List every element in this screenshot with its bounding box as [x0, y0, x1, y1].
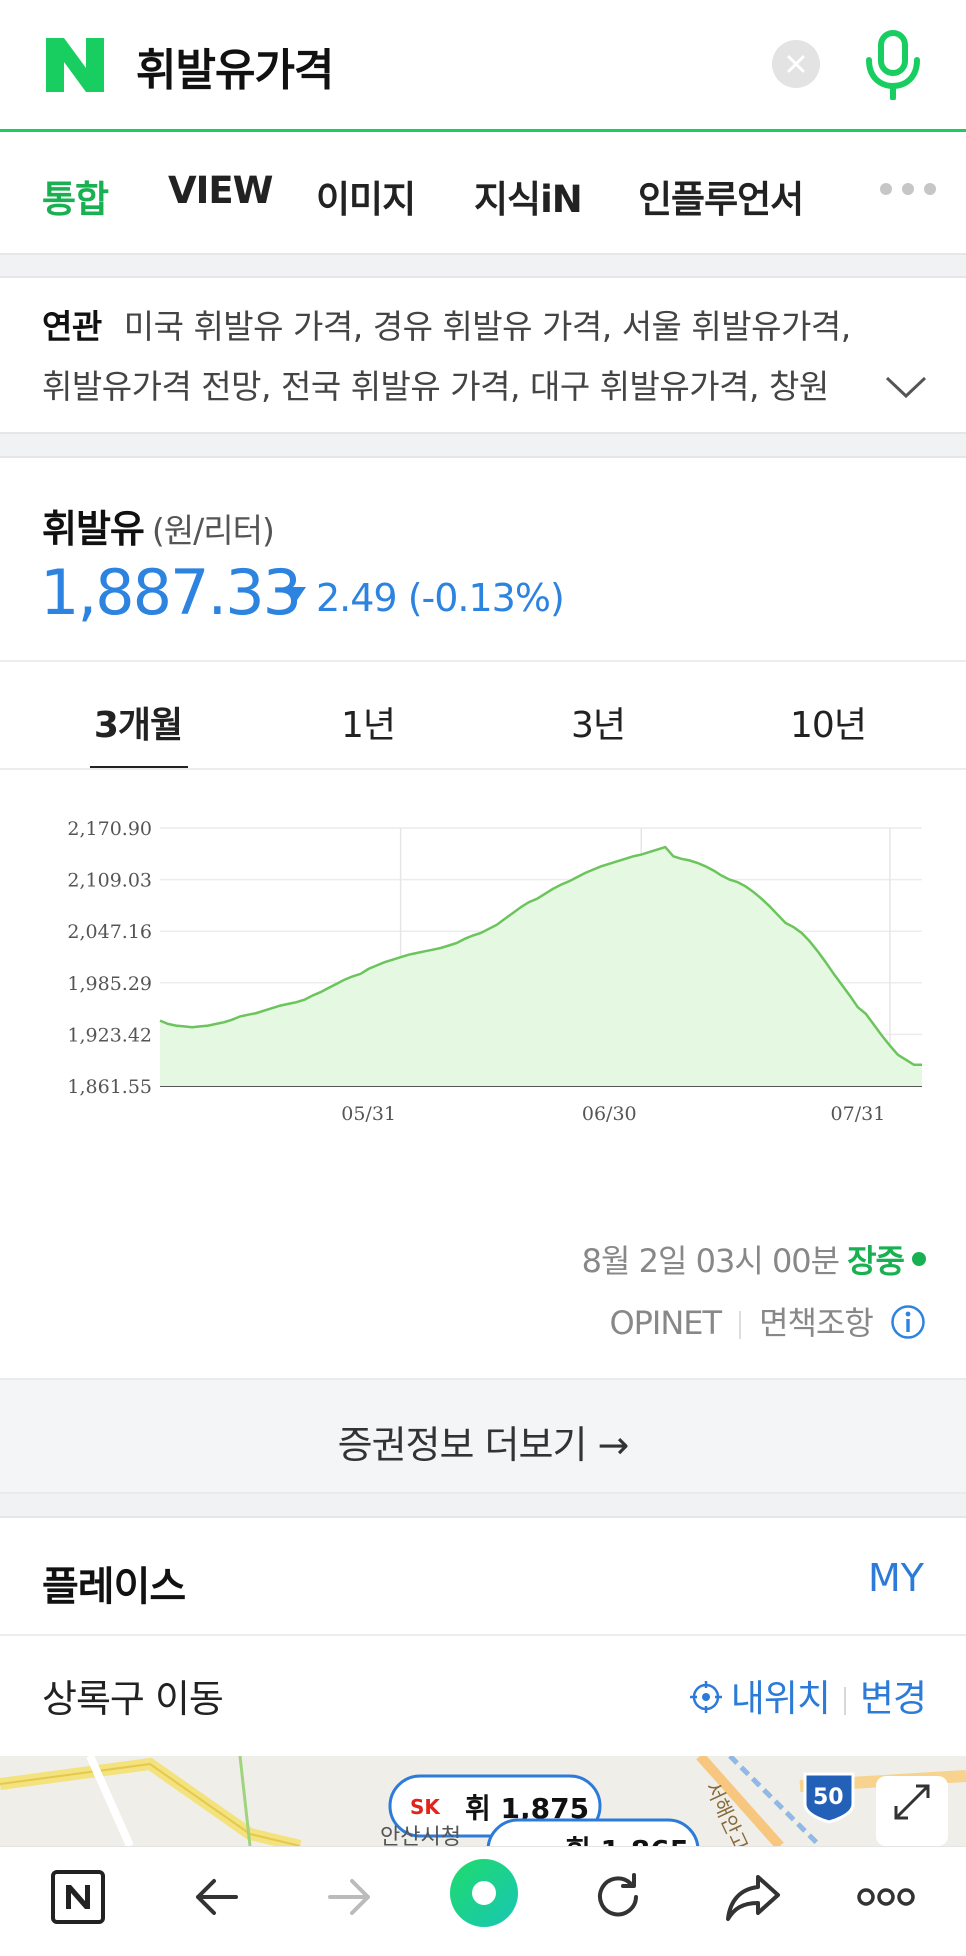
- chart-area: [160, 847, 922, 1086]
- related-line-2[interactable]: 휘발유가격 전망, 전국 휘발유 가격, 대구 휘발유가격, 창원: [42, 360, 854, 408]
- period-tab-3y[interactable]: 3년: [498, 696, 698, 748]
- y-tick-label: 1,985.29: [67, 973, 152, 995]
- tab-integrated[interactable]: 통합: [42, 169, 108, 223]
- tab-view[interactable]: VIEW: [168, 169, 273, 212]
- y-tick-label: 2,047.16: [67, 921, 152, 943]
- y-tick-label: 2,170.90: [67, 818, 152, 840]
- section-gap: [0, 432, 966, 458]
- price-change-value: 2.49 (-0.13%): [316, 576, 564, 620]
- market-status: 장중: [847, 1242, 904, 1280]
- x-tick-label: 05/31: [341, 1103, 396, 1125]
- pin-brand: SK: [410, 1795, 441, 1819]
- price-value: 1,887.33: [40, 556, 300, 629]
- close-icon: [786, 54, 806, 74]
- data-source[interactable]: OPINET: [609, 1304, 721, 1342]
- fuel-price-card: 휘발유 (원/리터) 1,887.33 2.49 (-0.13%) 3개월 1년 …: [0, 458, 966, 1378]
- back-arrow-icon[interactable]: [188, 1869, 244, 1925]
- y-tick-label: 1,923.42: [67, 1024, 152, 1046]
- y-tick-label: 1,861.55: [67, 1076, 152, 1098]
- location-actions: 내위치 변경: [689, 1668, 926, 1722]
- price-title: 휘발유 (원/리터): [42, 498, 274, 553]
- more-menu-icon[interactable]: [856, 1869, 916, 1925]
- green-dot-icon[interactable]: [446, 1855, 522, 1931]
- more-tabs-icon[interactable]: [878, 181, 938, 197]
- price-name: 휘발유: [42, 507, 144, 551]
- section-gap: [0, 1494, 966, 1518]
- naver-logo[interactable]: [46, 38, 104, 92]
- my-place-button[interactable]: MY: [868, 1556, 924, 1600]
- place-title: 플레이스: [42, 1554, 185, 1612]
- map-canvas: SK 휘 1,875 휘 1,865 안산시청 서해안고 50: [0, 1756, 966, 1846]
- price-chart-svg: 2,170.90 2,109.03 2,047.16 1,985.29 1,923.42…: [0, 798, 966, 1178]
- search-query[interactable]: 휘발유가격: [136, 34, 333, 98]
- highway-number: 50: [813, 1785, 844, 1810]
- related-searches: 연관 미국 휘발유 가격, 경유 휘발유 가격, 서울 휘발유가격, 휘발유가격 …: [0, 278, 966, 432]
- map-preview[interactable]: SK 휘 1,875 휘 1,865 안산시청 서해안고 50: [0, 1756, 966, 1846]
- source-row: OPINET 면책조항: [609, 1298, 926, 1344]
- x-tick-label: 06/30: [582, 1103, 637, 1125]
- price-unit: (원/리터): [152, 511, 274, 550]
- refresh-icon[interactable]: [590, 1869, 646, 1925]
- divider: [0, 768, 966, 770]
- change-location-button[interactable]: 변경: [860, 1677, 926, 1720]
- search-header: 휘발유가격: [0, 0, 966, 132]
- price-chart[interactable]: 2,170.90 2,109.03 2,047.16 1,985.29 1,923.42…: [0, 798, 966, 1178]
- tab-knowledge-in[interactable]: 지식iN: [474, 169, 582, 223]
- divider: [0, 1634, 966, 1636]
- share-icon[interactable]: [724, 1869, 782, 1925]
- gas-price-pin-label: 휘 1,865: [565, 1834, 689, 1846]
- naver-home-icon[interactable]: [50, 1869, 106, 1925]
- down-triangle-icon: [284, 587, 306, 603]
- tab-images[interactable]: 이미지: [316, 169, 415, 223]
- microphone-icon[interactable]: [864, 30, 922, 100]
- more-stock-info-label: 증권정보 더보기 →: [0, 1414, 966, 1469]
- search-tabs: 통합 VIEW 이미지 지식iN 인플루언서: [0, 135, 966, 253]
- related-label: 연관: [42, 307, 102, 346]
- section-gap: [0, 253, 966, 278]
- period-tab-3m[interactable]: 3개월: [38, 696, 238, 748]
- related-line-1[interactable]: 연관 미국 휘발유 가격, 경유 휘발유 가격, 서울 휘발유가격,: [42, 300, 862, 348]
- my-location-button[interactable]: 내위치: [731, 1677, 830, 1720]
- separator: [739, 1311, 741, 1339]
- period-tab-1y[interactable]: 1년: [268, 696, 468, 748]
- clear-search-button[interactable]: [772, 40, 820, 88]
- tab-influencer[interactable]: 인플루언서: [638, 169, 803, 223]
- separator: [844, 1687, 846, 1715]
- crosshair-icon[interactable]: [689, 1680, 723, 1714]
- divider: [0, 660, 966, 662]
- y-axis-ticks: 2,170.90 2,109.03 2,047.16 1,985.29 1,923.42…: [67, 818, 152, 1098]
- forward-arrow-icon[interactable]: [322, 1869, 378, 1925]
- chart-timestamp: 8월 2일 03시 00분: [582, 1242, 839, 1280]
- price-change: 2.49 (-0.13%): [284, 576, 564, 620]
- period-tab-10y[interactable]: 10년: [728, 696, 928, 748]
- chevron-down-icon[interactable]: [884, 374, 928, 400]
- bottom-navigation: [0, 1846, 966, 1956]
- y-tick-label: 2,109.03: [67, 870, 152, 892]
- disclaimer-link[interactable]: 면책조항: [759, 1304, 873, 1342]
- x-tick-label: 07/31: [831, 1103, 886, 1125]
- related-keywords-1[interactable]: 미국 휘발유 가격, 경유 휘발유 가격, 서울 휘발유가격,: [124, 307, 851, 346]
- map-place-label: 안산시청: [380, 1825, 461, 1846]
- chart-timestamp-row: 8월 2일 03시 00분 장중: [582, 1236, 926, 1282]
- map-expand-button[interactable]: [876, 1776, 948, 1846]
- info-icon[interactable]: [890, 1304, 926, 1340]
- x-axis-ticks: 05/31 06/30 07/31: [341, 1103, 885, 1125]
- more-stock-info-button[interactable]: 증권정보 더보기 →: [0, 1378, 966, 1494]
- live-dot-icon: [912, 1252, 926, 1266]
- current-area: 상록구 이동: [42, 1668, 223, 1723]
